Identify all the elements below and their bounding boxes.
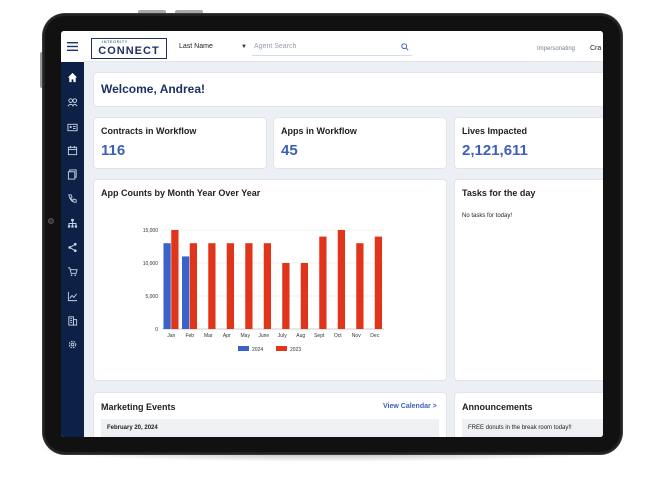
view-calendar-link[interactable]: View Calendar >: [383, 403, 437, 410]
announcement-text: FREE donuts in the break room today!!: [468, 425, 572, 431]
calendar-icon[interactable]: [61, 141, 84, 159]
org-chart-icon[interactable]: [61, 214, 84, 232]
settings-icon[interactable]: [61, 335, 84, 353]
stat-card-lives[interactable]: Lives Impacted 2,121,611: [455, 118, 603, 168]
home-icon[interactable]: [61, 68, 84, 86]
marketing-title: Marketing Events: [101, 402, 176, 412]
agent-search-input[interactable]: Agent Search: [252, 39, 412, 56]
announcements-title: Announcements: [462, 402, 533, 412]
bar-2023-oct: [337, 230, 346, 329]
y-tick-label: 0: [155, 327, 158, 333]
x-tick-label: Dec: [370, 333, 379, 339]
stat-value: 2,121,611: [462, 142, 528, 159]
stat-value: 116: [101, 142, 126, 159]
bar-2023-may: [245, 243, 253, 329]
chevron-down-icon[interactable]: ▼: [241, 44, 247, 50]
stat-card-apps[interactable]: Apps in Workflow 45: [274, 118, 446, 168]
x-tick-label: Mar: [204, 333, 213, 339]
stat-label: Contracts in Workflow: [101, 126, 197, 136]
legend-swatch: [276, 346, 287, 351]
y-tick-label: 5,000: [145, 294, 158, 300]
stat-value: 45: [281, 142, 298, 159]
x-tick-label: Nov: [352, 333, 361, 339]
search-placeholder: Agent Search: [254, 43, 297, 50]
welcome-card: Welcome, Andrea!: [94, 73, 603, 106]
bar-2023-nov: [356, 243, 364, 329]
legend-label: 2024: [252, 347, 263, 353]
stat-card-contracts[interactable]: Contracts in Workflow 116: [94, 118, 266, 168]
hamburger-menu-icon[interactable]: [61, 31, 84, 62]
bar-2023-apr: [226, 243, 235, 329]
bar-2023-mar: [208, 243, 216, 329]
search-type-select[interactable]: Last Name: [179, 43, 213, 50]
id-card-icon[interactable]: [61, 118, 84, 136]
y-tick-label: 15,000: [143, 228, 159, 234]
share-icon[interactable]: [61, 238, 84, 256]
bar-2023-aug: [300, 263, 309, 329]
legend-label: 2023: [290, 347, 301, 353]
welcome-heading: Welcome, Andrea!: [101, 82, 206, 96]
x-tick-label: June: [258, 333, 269, 339]
x-tick-label: Aug: [296, 333, 305, 339]
tasks-empty-text: No tasks for today!: [462, 213, 513, 219]
tasks-title: Tasks for the day: [462, 188, 536, 198]
chart-title: App Counts by Month Year Over Year: [101, 188, 261, 198]
stat-label: Lives Impacted: [462, 126, 528, 136]
bar-2023-jan: [171, 230, 179, 329]
app-counts-chart: 15,000 10,000 5,000 0 Jan Feb Mar Apr May June Jul…: [143, 228, 384, 353]
logo-big-text: CONNECT: [98, 45, 160, 57]
line-chart-icon[interactable]: [61, 287, 84, 305]
impersonated-user[interactable]: Cra: [590, 45, 602, 52]
logo-small-text: INTEGRITY: [102, 39, 128, 44]
bar-2023-feb: [189, 243, 198, 329]
x-tick-label: Oct: [334, 333, 342, 339]
stat-label: Apps in Workflow: [281, 126, 357, 136]
bar-2023-sept: [319, 236, 327, 329]
x-tick-label: Sept: [314, 333, 325, 339]
search-icon[interactable]: [401, 43, 409, 51]
x-tick-label: Jan: [167, 333, 175, 339]
tablet-side-button: [40, 52, 44, 88]
bar-2023-july: [282, 263, 290, 329]
tablet-camera: [48, 218, 54, 224]
phone-icon[interactable]: [61, 189, 84, 207]
x-tick-label: May: [241, 333, 251, 339]
integrity-connect-logo[interactable]: INTEGRITY CONNECT: [91, 38, 167, 59]
documents-icon[interactable]: [61, 165, 84, 183]
announcement-row[interactable]: FREE donuts in the break room today!!: [462, 419, 603, 437]
app-screen: INTEGRITY CONNECT Last Name ▼ Agent Sear…: [61, 31, 603, 437]
legend-swatch: [238, 346, 249, 351]
bar-2024-jan: [163, 243, 171, 329]
bar-2023-dec: [374, 236, 383, 329]
app-counts-chart-card: App Counts by Month Year Over Year 15,00…: [94, 180, 446, 380]
marketing-events-card: Marketing Events View Calendar > Februar…: [94, 393, 446, 437]
event-row[interactable]: February 20, 2024: [101, 419, 439, 437]
sidebar: [61, 31, 84, 437]
bar-2023-june: [263, 243, 272, 329]
event-date: February 20, 2024: [107, 425, 158, 431]
tablet-volume-button: [138, 10, 166, 15]
impersonating-label: Impersonating: [537, 46, 576, 52]
tasks-card: Tasks for the day No tasks for today!: [455, 180, 603, 380]
y-tick-label: 10,000: [143, 261, 159, 267]
cart-icon[interactable]: [61, 262, 84, 280]
x-tick-label: July: [278, 333, 287, 339]
bar-2024-feb: [181, 256, 190, 329]
top-bar: INTEGRITY CONNECT Last Name ▼ Agent Sear…: [84, 31, 603, 62]
x-tick-label: Feb: [185, 333, 194, 339]
x-tick-label: Apr: [223, 333, 231, 339]
users-icon[interactable]: [61, 93, 84, 111]
building-icon[interactable]: [61, 311, 84, 329]
tablet-volume-button: [175, 10, 203, 15]
announcements-card: Announcements FREE donuts in the break r…: [455, 393, 603, 437]
